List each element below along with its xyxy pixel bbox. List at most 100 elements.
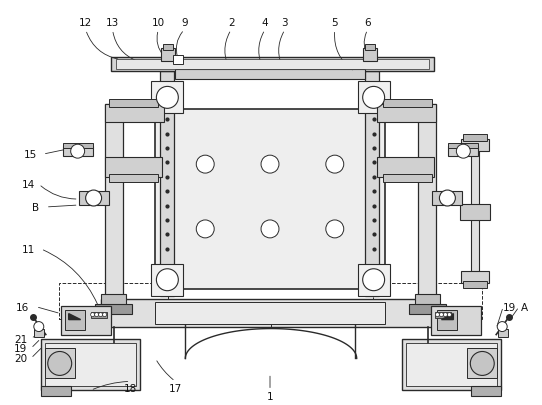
Circle shape: [261, 220, 279, 238]
Text: 14: 14: [22, 180, 35, 190]
Bar: [95, 304, 132, 314]
Circle shape: [70, 145, 85, 159]
Circle shape: [447, 313, 451, 317]
Text: 2: 2: [228, 17, 235, 28]
Text: 17: 17: [169, 384, 182, 393]
Bar: [472, 150, 479, 274]
Bar: [63, 144, 93, 149]
Bar: [105, 158, 163, 178]
Bar: [448, 147, 478, 157]
Bar: [431, 306, 481, 335]
Text: 20: 20: [14, 354, 28, 364]
Circle shape: [99, 313, 102, 317]
Bar: [115, 60, 429, 70]
Bar: [101, 299, 440, 327]
Bar: [41, 339, 140, 390]
Bar: [377, 105, 436, 123]
Bar: [373, 283, 482, 319]
Circle shape: [326, 156, 344, 174]
Bar: [61, 306, 111, 335]
Circle shape: [363, 269, 385, 291]
Text: 15: 15: [24, 150, 37, 160]
Text: 13: 13: [106, 17, 119, 28]
Circle shape: [456, 145, 470, 159]
Circle shape: [497, 322, 507, 332]
Bar: [79, 192, 108, 205]
Bar: [151, 264, 183, 296]
Bar: [358, 264, 390, 296]
Bar: [448, 144, 478, 149]
Circle shape: [95, 313, 99, 317]
Bar: [498, 329, 508, 337]
Bar: [463, 281, 487, 288]
Text: 21: 21: [14, 334, 28, 344]
Circle shape: [440, 313, 443, 317]
Text: 18: 18: [124, 384, 137, 393]
Text: 5: 5: [332, 17, 338, 28]
Circle shape: [363, 87, 385, 109]
Bar: [365, 45, 375, 50]
Bar: [461, 271, 489, 283]
Bar: [101, 294, 126, 306]
Bar: [108, 175, 158, 183]
Circle shape: [443, 313, 447, 317]
Bar: [358, 82, 390, 114]
Text: 3: 3: [282, 17, 288, 28]
Circle shape: [196, 156, 214, 174]
Text: 16: 16: [16, 302, 29, 312]
Bar: [45, 349, 75, 378]
Bar: [433, 192, 462, 205]
Circle shape: [102, 313, 107, 317]
Circle shape: [196, 220, 214, 238]
Circle shape: [48, 352, 72, 375]
Bar: [377, 158, 435, 178]
Bar: [64, 310, 85, 330]
Bar: [383, 100, 433, 108]
Bar: [41, 386, 70, 396]
Bar: [63, 147, 93, 157]
Text: 19: 19: [14, 344, 28, 354]
Bar: [156, 110, 385, 289]
Bar: [156, 302, 385, 324]
Bar: [173, 55, 183, 65]
Text: 6: 6: [364, 17, 371, 28]
Text: A: A: [520, 302, 528, 312]
Bar: [435, 312, 451, 318]
Circle shape: [470, 352, 494, 375]
Circle shape: [440, 191, 455, 207]
Bar: [45, 343, 137, 386]
Circle shape: [86, 191, 101, 207]
Text: 19: 19: [502, 302, 516, 312]
Bar: [175, 70, 365, 80]
Circle shape: [34, 322, 44, 332]
Circle shape: [157, 269, 178, 291]
Bar: [409, 304, 447, 314]
Circle shape: [435, 313, 440, 317]
Circle shape: [261, 156, 279, 174]
Bar: [418, 105, 436, 304]
Bar: [405, 343, 497, 386]
Text: 9: 9: [181, 17, 188, 28]
Text: B: B: [32, 202, 40, 213]
Bar: [34, 329, 44, 337]
Polygon shape: [441, 314, 453, 320]
Bar: [59, 283, 169, 319]
Text: 12: 12: [79, 17, 92, 28]
Bar: [111, 58, 435, 72]
Bar: [383, 175, 433, 183]
Text: 11: 11: [22, 244, 35, 254]
Bar: [363, 49, 377, 62]
Bar: [160, 72, 175, 296]
Bar: [472, 386, 501, 396]
Bar: [163, 45, 173, 50]
Bar: [460, 205, 491, 220]
Bar: [105, 105, 122, 304]
Circle shape: [326, 220, 344, 238]
Bar: [108, 100, 158, 108]
Bar: [461, 140, 489, 152]
Text: 1: 1: [267, 391, 273, 401]
Bar: [415, 294, 441, 306]
Bar: [91, 312, 107, 318]
Bar: [105, 105, 164, 123]
Text: 10: 10: [152, 17, 165, 28]
